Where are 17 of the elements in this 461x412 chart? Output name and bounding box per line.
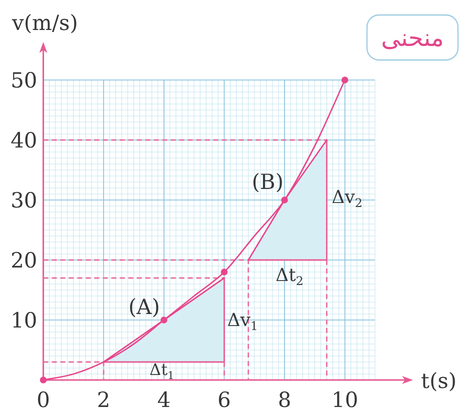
y-tick-label: 40 <box>10 128 38 152</box>
y-axis-title: v(m/s) <box>10 11 78 35</box>
x-tick-label: 2 <box>96 388 110 412</box>
y-tick-label: 20 <box>10 248 38 272</box>
y-tick-label: 10 <box>10 308 38 332</box>
x-tick-label: 6 <box>218 388 231 412</box>
annotation: (A) <box>128 295 160 319</box>
x-tick-label: 4 <box>157 388 171 412</box>
annotation: (B) <box>252 170 284 194</box>
y-tick-label: 30 <box>10 188 38 212</box>
annotation: Δv$_{1}$ <box>227 310 258 333</box>
x-tick-label: 0 <box>36 388 50 412</box>
x-tick-label: 10 <box>331 388 358 412</box>
x-axis-title: t(s) <box>421 369 457 393</box>
x-tick-label: 8 <box>278 388 292 412</box>
heading-box: منحنى <box>366 14 459 61</box>
y-tick-label: 50 <box>10 68 38 92</box>
